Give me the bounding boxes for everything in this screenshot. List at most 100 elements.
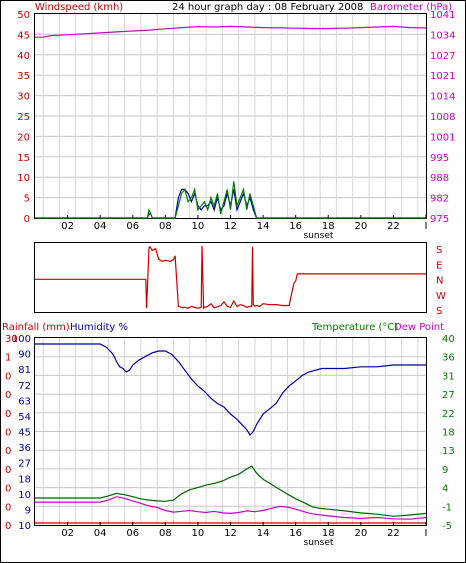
- wind-baro-series: [35, 25, 427, 219]
- x-tick-label: 22: [387, 528, 400, 539]
- windspeed-tick: 45: [17, 30, 30, 41]
- x-tick-label: 10: [192, 221, 205, 232]
- rain-humidity-tick-labels: 10 9 10 18 27 36 45 54 63 72 81 90 100 0 0 0 0 0 0 0 0 0 1 30: [5, 334, 31, 532]
- x-tick-label: 08: [159, 528, 172, 539]
- barometer-tick: 975: [430, 214, 449, 225]
- rainfall-axis-title: Rainfall (mm): [2, 322, 70, 333]
- wind-direction-tick: S: [436, 245, 442, 256]
- temperature-tick: 22: [442, 409, 455, 420]
- windspeed-tick: 50: [17, 10, 30, 21]
- windspeed-tick: 0: [24, 214, 30, 225]
- humidity-tick: 9: [25, 505, 31, 516]
- dewpoint-axis-title: Dew Point: [394, 322, 444, 333]
- wind-direction-tick: E: [436, 260, 442, 271]
- rain-tick: 1: [5, 353, 11, 364]
- humidity-tick: 36: [18, 443, 31, 454]
- windspeed-tick: 30: [17, 92, 30, 103]
- temperature-tick: 4: [442, 484, 448, 495]
- x-tick-label: 12: [224, 221, 237, 232]
- barometer-tick: 988: [430, 173, 449, 184]
- temperature-tick: 31: [442, 371, 455, 382]
- temperature-tick: -1: [442, 502, 452, 513]
- x-tick-label: I: [425, 221, 428, 232]
- chart-title: 24 hour graph day : 08 February 2008: [172, 2, 363, 13]
- barometer-axis-title: Barometer (hPa): [370, 2, 452, 13]
- humidity-tick: 27: [18, 459, 31, 470]
- rain-tick: 0: [5, 502, 11, 513]
- x-tick-label: 06: [126, 221, 139, 232]
- humidity-tick: 63: [18, 396, 31, 407]
- windspeed-tick: 20: [17, 132, 30, 143]
- barometer-tick: 1008: [430, 112, 455, 123]
- windspeed-line: [35, 181, 426, 219]
- barometer-line: [35, 25, 427, 38]
- temp-humidity-gridlines: [35, 338, 426, 525]
- wind-baro-gridlines: [35, 14, 426, 218]
- barometer-tick-labels: 975 982 988 995 1001 1008 1014 1021 1027 1034 1041: [430, 10, 455, 225]
- x-tick-label: 18: [322, 528, 335, 539]
- windspeed-tick-labels: 0 5 10 15 20 25 30 35 40 45 50: [17, 10, 30, 225]
- wind-direction-line: [35, 245, 426, 310]
- rain-tick: 0: [5, 521, 11, 532]
- x-tick-label: 16: [289, 528, 302, 539]
- x-tick-label: 06: [126, 528, 139, 539]
- x-tick-label: 12: [224, 528, 237, 539]
- temperature-tick-labels: -5 -1 4 9 13 18 22 27 31 36 40: [442, 334, 455, 532]
- barometer-tick: 1021: [430, 71, 455, 82]
- wind-direction-plot-area: [34, 242, 427, 313]
- temperature-axis-title: Temperature (°C): [311, 322, 398, 333]
- rain-tick: 0: [5, 446, 11, 457]
- x-tick-label: I: [425, 528, 428, 539]
- sunset-label: sunset: [304, 538, 334, 548]
- humidity-tick: 18: [18, 474, 31, 485]
- temperature-tick: 13: [442, 446, 455, 457]
- barometer-tick: 1014: [430, 92, 455, 103]
- barometer-tick: 1001: [430, 132, 455, 143]
- temperature-tick: 18: [442, 428, 455, 439]
- x-tick-label: 14: [257, 528, 270, 539]
- rain-tick: 0: [5, 484, 11, 495]
- humidity-tick: 10: [18, 490, 31, 501]
- x-tick-label: 04: [94, 221, 107, 232]
- humidity-axis-title: Humidity %: [70, 322, 128, 333]
- temperature-tick: 9: [442, 465, 448, 476]
- windspeed-tick: 40: [17, 51, 30, 62]
- humidity-tick: 45: [18, 428, 31, 439]
- rain-tick: 0: [5, 428, 11, 439]
- barometer-tick: 1034: [430, 30, 455, 41]
- windspeed-tick: 5: [24, 194, 30, 205]
- barometer-tick: 1027: [430, 51, 455, 62]
- humidity-line: [35, 343, 426, 436]
- temperature-tick: 36: [442, 353, 455, 364]
- temperature-line: [35, 465, 427, 517]
- rain-tick: 0: [5, 409, 11, 420]
- x-tick-label: 08: [159, 221, 172, 232]
- barometer-tick: 982: [430, 194, 449, 205]
- sunset-label: sunset: [304, 231, 334, 241]
- windspeed-tick: 25: [17, 112, 30, 123]
- rain-tick: 0: [5, 465, 11, 476]
- humidity-tick: 54: [18, 412, 31, 423]
- humidity-tick: 100: [12, 334, 31, 345]
- wind-direction-tick: W: [436, 291, 446, 302]
- wind-direction-tick: N: [436, 276, 443, 287]
- x-tick-label: 20: [354, 528, 367, 539]
- rain-tick: 0: [5, 390, 11, 401]
- barometer-tick: 1041: [430, 10, 455, 21]
- windspeed-tick: 15: [17, 153, 30, 164]
- humidity-tick: 81: [18, 365, 31, 376]
- temperature-tick: 27: [442, 390, 455, 401]
- wind-direction-series: [35, 245, 426, 310]
- barometer-tick: 995: [430, 153, 449, 164]
- windspeed-tick: 10: [17, 173, 30, 184]
- x-tick-label: 16: [289, 221, 302, 232]
- x-tick-label: 04: [94, 528, 107, 539]
- humidity-tick: 10: [18, 521, 31, 532]
- windspeed-axis-title: Windspeed (kmh): [35, 2, 123, 13]
- x-tick-label: 02: [61, 528, 74, 539]
